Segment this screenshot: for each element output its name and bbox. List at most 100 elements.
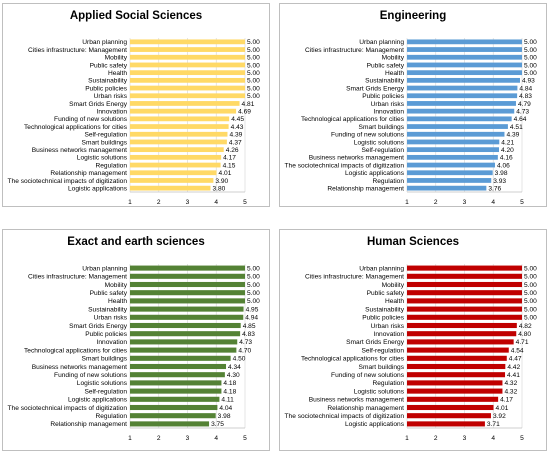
bar: [130, 355, 231, 361]
bar: [130, 54, 245, 60]
bar: [407, 273, 522, 279]
category-label: Funding of new solutions: [331, 132, 405, 139]
category-label: Public policies: [362, 93, 404, 100]
data-label: 5.00: [247, 55, 260, 62]
data-label: 4.51: [510, 124, 523, 131]
bar: [407, 93, 518, 99]
category-label: Technological applications for cities: [24, 124, 128, 131]
data-label: 4.64: [514, 116, 527, 123]
category-label: Logistic applications: [68, 397, 128, 404]
category-label: Innovation: [374, 331, 405, 338]
data-label: 4.70: [238, 347, 251, 354]
category-label: Sustainability: [365, 306, 405, 313]
bar: [407, 355, 507, 361]
data-label: 4.94: [245, 315, 258, 322]
category-label: Public safety: [367, 290, 405, 297]
data-label: 4.39: [506, 132, 519, 139]
category-label: Relationship management: [327, 405, 404, 412]
bar: [407, 139, 500, 145]
bar: [407, 331, 517, 337]
category-label: Urban planning: [82, 39, 127, 46]
category-label: Health: [385, 70, 404, 77]
chart-panel-applied-social-sciences: Applied Social Sciences 1 2 3 4 5 Urban plann…: [2, 3, 270, 207]
data-label: 4.01: [496, 405, 509, 412]
data-label: 5.00: [247, 93, 260, 100]
bar: [130, 62, 245, 68]
data-label: 4.06: [497, 162, 510, 169]
category-label: Smart Grids Energy: [346, 85, 405, 92]
data-label: 4.83: [519, 93, 532, 100]
bar: [130, 131, 228, 137]
category-label: Business networks management: [32, 364, 127, 371]
bar: [407, 154, 498, 160]
category-label: Cities infrastructure: Management: [305, 274, 404, 281]
category-label: Logistic solutions: [354, 139, 405, 146]
data-label: 5.00: [247, 39, 260, 46]
data-label: 5.00: [247, 78, 260, 85]
category-label: Urban planning: [359, 39, 404, 46]
category-label: The sociotechnical impacts of digitizati…: [285, 413, 405, 420]
data-label: 3.98: [218, 413, 231, 420]
chart-panel-exact-and-earth-sciences: Exact and earth sciences 1 2 3 4 5 Urban plan…: [2, 229, 270, 451]
category-label: Logistic solutions: [354, 388, 405, 395]
bar: [407, 396, 499, 402]
bar: [407, 413, 491, 419]
data-label: 4.39: [229, 132, 242, 139]
bar: [407, 265, 522, 271]
category-label: The sociotechnical impacts of digitizati…: [8, 178, 128, 185]
bar: [130, 77, 245, 83]
bar: [130, 265, 245, 271]
category-label: Technological applications for cities: [301, 116, 405, 123]
category-label: Logistic solutions: [77, 380, 128, 387]
bar: [407, 290, 522, 296]
category-label: Relationship management: [327, 185, 404, 192]
category-label: Urban risks: [94, 315, 128, 322]
data-label: 4.01: [219, 170, 232, 177]
chart-title: Engineering: [379, 10, 447, 22]
data-label: 5.00: [247, 298, 260, 305]
bar: [130, 404, 218, 411]
bar: [130, 124, 229, 129]
data-label: 3.80: [213, 185, 226, 192]
category-label: Relationship management: [50, 421, 127, 428]
x-tick-label: 3: [463, 435, 467, 442]
category-label: Urban risks: [371, 323, 405, 330]
bar: [130, 101, 240, 106]
bar: [407, 108, 515, 114]
x-tick-label: 4: [214, 435, 218, 442]
data-label: 4.81: [242, 101, 255, 108]
bar: [407, 421, 485, 427]
bar: [407, 314, 522, 320]
category-label: Regulation: [372, 380, 404, 387]
data-label: 5.00: [524, 290, 537, 297]
category-label: Mobility: [382, 282, 405, 289]
data-label: 4.69: [238, 108, 251, 115]
data-label: 5.00: [247, 274, 260, 281]
bar: [130, 339, 238, 345]
data-label: 5.00: [524, 315, 537, 322]
bar: [130, 322, 241, 329]
data-label: 5.00: [247, 282, 260, 289]
data-label: 4.85: [243, 323, 256, 330]
data-label: 5.00: [524, 306, 537, 313]
bar: [130, 139, 227, 145]
bar: [130, 298, 245, 304]
x-tick-label: 2: [434, 435, 438, 442]
bar: [130, 396, 220, 402]
bar: [407, 339, 514, 345]
bar: [130, 421, 210, 427]
category-label: Urban planning: [359, 265, 404, 272]
chart-panel-human-sciences: Human Sciences 1 2 3 4 5 Urban planning 5.00 Ci…: [279, 229, 547, 451]
category-label: Funding of new solutions: [54, 372, 128, 379]
data-label: 4.17: [500, 397, 513, 404]
data-label: 4.73: [516, 108, 529, 115]
bar: [130, 413, 216, 419]
category-label: Logistic applications: [345, 421, 405, 428]
category-label: Health: [108, 70, 127, 77]
category-label: Mobility: [105, 282, 128, 289]
bar: [130, 39, 245, 45]
category-label: Smart Grids Energy: [69, 323, 128, 330]
data-label: 4.93: [522, 78, 535, 85]
x-tick-label: 2: [157, 435, 161, 442]
category-label: Funding of new solutions: [54, 116, 128, 123]
